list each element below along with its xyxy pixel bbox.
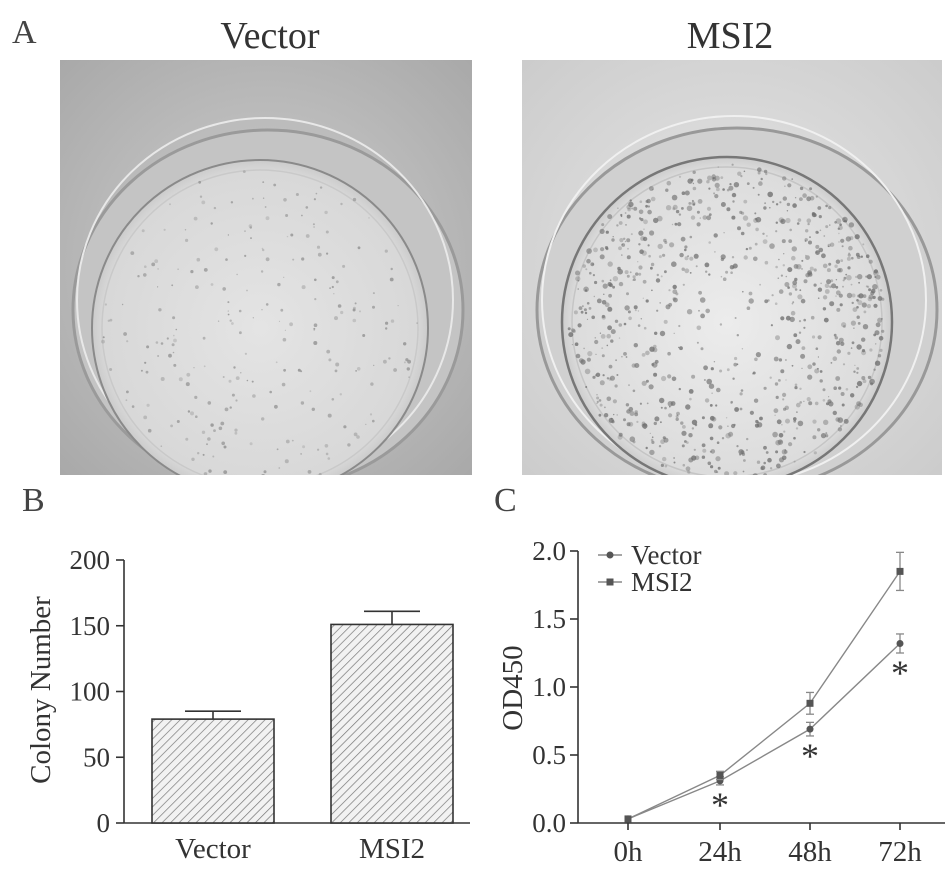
legend-marker	[606, 551, 614, 559]
legend-label-vector: Vector	[631, 540, 701, 570]
y-tick-label: 50	[83, 742, 110, 772]
y-tick-label: 0.0	[532, 808, 566, 838]
point-msi2	[806, 699, 814, 707]
point-msi2	[716, 771, 724, 779]
vector-colony-dots	[101, 170, 418, 475]
panel-c-letter: C	[494, 482, 517, 519]
point-vector	[896, 639, 904, 647]
colony-number-bar-chart: 0 50 100 150 200 Colony Number Vector MSI2	[25, 545, 470, 865]
bar-vector	[151, 718, 275, 824]
vector-colony-plate-image	[60, 60, 472, 475]
x-tick-label: MSI2	[359, 833, 425, 865]
panel-b-letter: B	[22, 482, 45, 519]
y-tick-label: 200	[70, 545, 111, 575]
point-vector	[806, 725, 814, 733]
series-line-vector	[627, 642, 901, 820]
msi2-colony-dots	[567, 163, 885, 475]
point-msi2	[624, 815, 632, 823]
msi2-photo-title: MSI2	[686, 15, 774, 57]
x-tick-label: 0h	[614, 836, 644, 868]
y-axis-title: OD450	[497, 645, 529, 730]
x-tick-label: 72h	[878, 836, 922, 868]
significance-asterisk: *	[711, 785, 729, 825]
significance-asterisk: *	[801, 736, 819, 776]
od450-line-chart: 0.0 0.5 1.0 1.5 2.0 0h 24h 48h 72h OD450 * * * Vector…	[497, 536, 945, 868]
significance-asterisk: *	[891, 653, 909, 693]
y-tick-label: 0	[97, 808, 111, 838]
y-tick-label: 150	[70, 611, 111, 641]
series-line-msi2	[627, 571, 901, 820]
y-tick-label: 1.5	[532, 604, 566, 634]
x-tick-label: Vector	[175, 833, 251, 865]
vector-photo-title: Vector	[220, 15, 320, 57]
x-tick-label: 24h	[698, 836, 742, 868]
x-tick-label: 48h	[788, 836, 832, 868]
y-tick-label: 1.0	[532, 672, 566, 702]
legend-label-msi2: MSI2	[631, 567, 693, 597]
point-msi2	[896, 567, 904, 575]
panel-a-letter: A	[12, 14, 37, 51]
legend-marker	[606, 578, 614, 586]
y-tick-label: 0.5	[532, 740, 566, 770]
y-tick-label: 2.0	[532, 536, 566, 566]
y-axis-title: Colony Number	[25, 596, 57, 784]
msi2-colony-plate-image	[522, 60, 942, 475]
bar-msi2	[330, 623, 454, 824]
y-tick-label: 100	[70, 677, 111, 707]
